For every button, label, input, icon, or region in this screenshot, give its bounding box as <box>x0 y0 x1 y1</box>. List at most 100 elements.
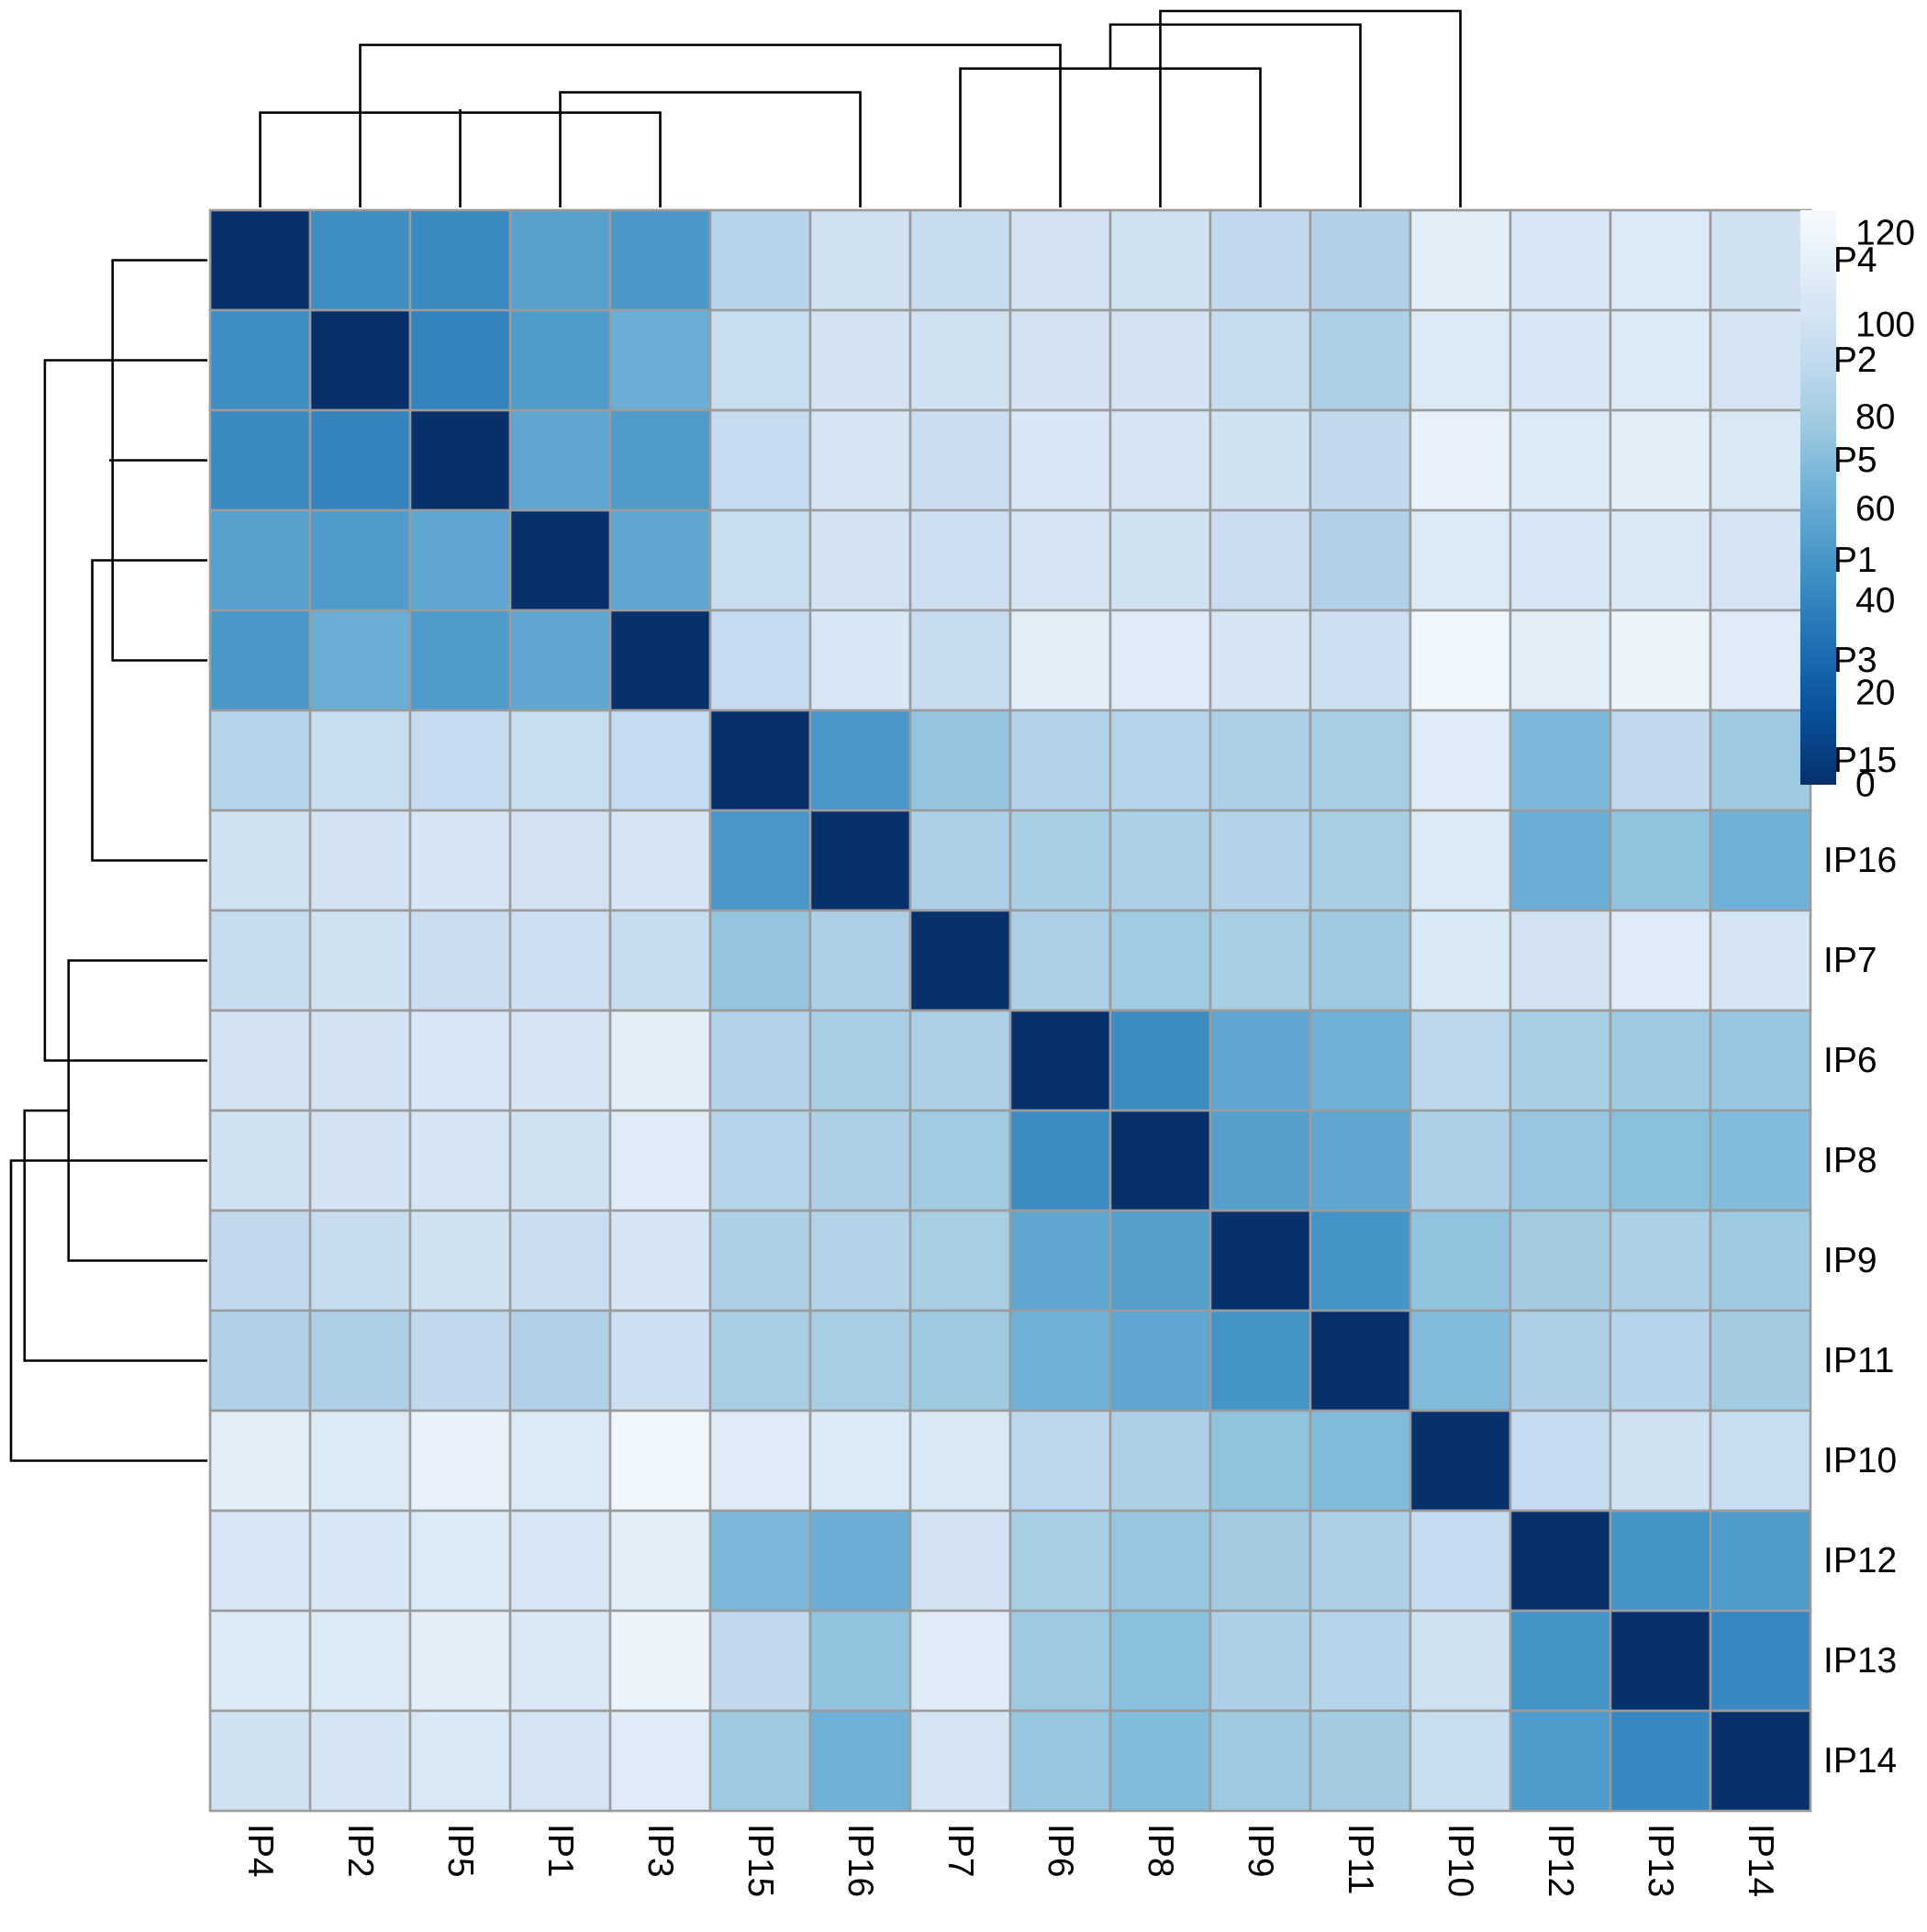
heatmap-cell <box>1108 308 1212 412</box>
column-label: IP5 <box>440 1824 480 1878</box>
color-legend: 0 20 40 60 80 100 120 <box>1800 210 1915 805</box>
heatmap-cell <box>208 1009 312 1112</box>
heatmap-cell <box>208 308 312 412</box>
heatmap-cell <box>1108 1409 1212 1513</box>
heatmap-cell <box>1108 809 1212 912</box>
heatmap-cell <box>1008 1309 1112 1413</box>
heatmap-cell <box>1108 1709 1212 1813</box>
heatmap-cell <box>908 909 1012 1012</box>
heatmap-cell <box>1108 609 1212 712</box>
heatmap-cell <box>1309 1609 1412 1713</box>
heatmap-cell <box>1008 1609 1112 1713</box>
heatmap-cell <box>1709 1009 1812 1112</box>
heatmap-cell <box>408 1709 512 1813</box>
heatmap-cell <box>1309 609 1412 712</box>
heatmap-cell <box>308 408 412 512</box>
heatmap-cell <box>1108 208 1212 312</box>
heatmap-cell <box>1309 1709 1412 1813</box>
column-label: IP14 <box>1741 1824 1780 1897</box>
heatmap-cell <box>1409 408 1512 512</box>
heatmap-cell <box>608 308 712 412</box>
heatmap-cell <box>308 1509 412 1613</box>
heatmap-cell <box>1209 308 1312 412</box>
heatmap-cell <box>1309 1109 1412 1212</box>
heatmap-cell <box>408 909 512 1012</box>
heatmap-cell <box>1609 1009 1712 1112</box>
heatmap-cell <box>1509 1109 1612 1212</box>
heatmap-cell <box>1209 609 1312 712</box>
heatmap-cell <box>908 1609 1012 1713</box>
legend-tick-label: 0 <box>1855 765 1876 805</box>
column-label: IP15 <box>741 1824 780 1897</box>
legend-tick-label: 40 <box>1855 581 1895 620</box>
column-labels: IP4 IP2 IP5 IP1 IP3 IP15 IP16 IP7 IP6 IP8 IP9 IP11 I… <box>240 1824 1780 1897</box>
heatmap-cell <box>1209 1309 1312 1413</box>
legend-tick-label: 100 <box>1855 306 1915 345</box>
heatmap-cell <box>208 809 312 912</box>
heatmap-cell <box>1108 1609 1212 1713</box>
heatmap-cell <box>1209 809 1312 912</box>
row-dendrogram <box>9 261 207 1462</box>
heatmap-cell <box>308 609 412 712</box>
heatmap-cell <box>508 1509 612 1613</box>
column-label: IP11 <box>1341 1824 1380 1894</box>
heatmap-cell <box>808 1009 912 1112</box>
row-label: IP14 <box>1823 1741 1897 1781</box>
heatmap-cell <box>1709 308 1812 412</box>
heatmap-cell <box>1209 1009 1312 1112</box>
heatmap-cell <box>1409 1709 1512 1813</box>
heatmap-cell <box>608 508 712 612</box>
heatmap-cell <box>708 1009 812 1112</box>
heatmap-cell <box>1509 1509 1612 1613</box>
column-label: IP16 <box>841 1824 880 1897</box>
heatmap-cell <box>608 809 712 912</box>
heatmap-cell <box>1709 809 1812 912</box>
heatmap-cell <box>808 1609 912 1713</box>
heatmap-cell <box>508 208 612 312</box>
heatmap-cell <box>308 1109 412 1212</box>
heatmap-cell <box>1309 909 1412 1012</box>
heatmap-cell <box>308 308 412 412</box>
heatmap-cell <box>608 1409 712 1513</box>
heatmap-cell <box>408 1009 512 1112</box>
heatmap-cell <box>1008 1709 1112 1813</box>
heatmap-cell <box>1609 909 1712 1012</box>
heatmap-cell <box>708 508 812 612</box>
heatmap-cell <box>808 609 912 712</box>
heatmap-cell <box>1509 508 1612 612</box>
heatmap-cell <box>1409 909 1512 1012</box>
heatmap-cell <box>1509 709 1612 812</box>
heatmap-cell <box>1509 1409 1612 1513</box>
heatmap-cell <box>908 609 1012 712</box>
heatmap-cell <box>208 508 312 612</box>
heatmap-cell <box>808 1409 912 1513</box>
heatmap-cell <box>1709 408 1812 512</box>
heatmap-cell <box>1409 1509 1512 1613</box>
heatmap-cell <box>808 909 912 1012</box>
dendrogram-branch <box>1108 23 1362 207</box>
heatmap-cell <box>1509 609 1612 712</box>
column-label: IP7 <box>941 1824 980 1878</box>
heatmap-cell <box>1209 508 1312 612</box>
heatmap-cell <box>208 1709 312 1813</box>
heatmap-cell <box>1709 1109 1812 1212</box>
heatmap-cell <box>608 1509 712 1613</box>
legend-tick-label: 80 <box>1855 397 1895 437</box>
heatmap-cell <box>308 809 412 912</box>
heatmap-cell <box>1509 408 1612 512</box>
heatmap-cell <box>1309 508 1412 612</box>
column-label: IP3 <box>640 1824 680 1878</box>
heatmap-cell <box>708 809 812 912</box>
heatmap-cell <box>1509 1609 1612 1713</box>
heatmap-cell <box>408 1109 512 1212</box>
dendrogram-branch <box>9 1159 207 1462</box>
legend-tick-label: 120 <box>1855 214 1915 253</box>
heatmap-cell <box>308 1009 412 1112</box>
heatmap-cell <box>1309 1009 1412 1112</box>
heatmap-cell <box>1309 308 1412 412</box>
heatmap-cell <box>608 709 712 812</box>
heatmap-cell <box>1309 1409 1412 1513</box>
heatmap-cell <box>808 1709 912 1813</box>
